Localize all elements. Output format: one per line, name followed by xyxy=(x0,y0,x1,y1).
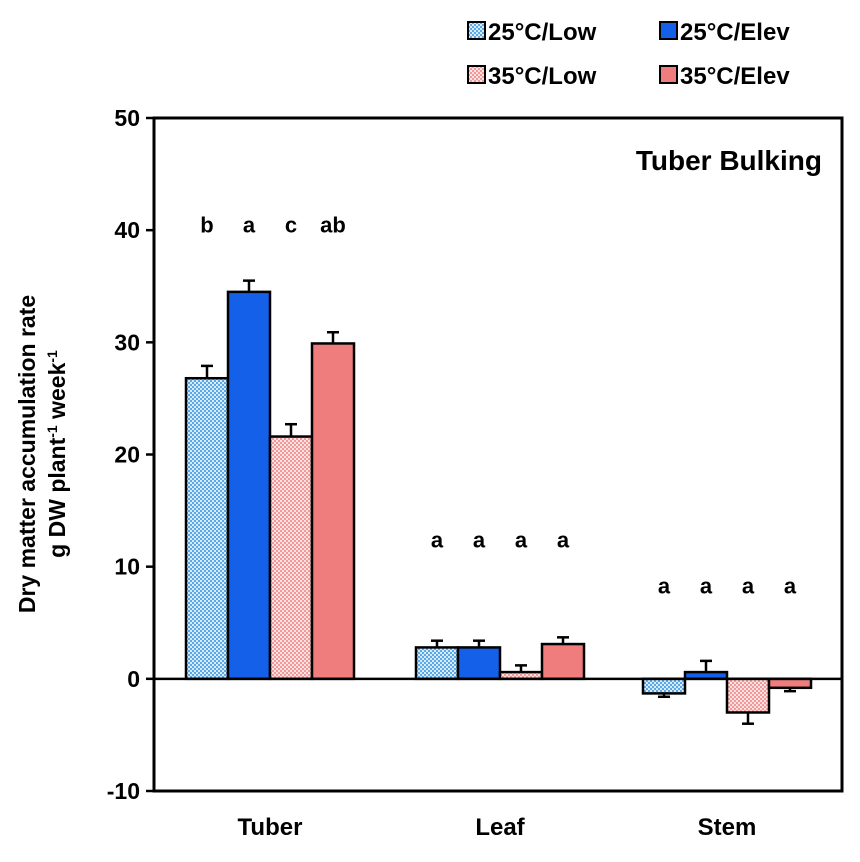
significance-letter-tuber-3: c xyxy=(285,212,297,237)
significance-letter-stem-4: a xyxy=(784,574,797,599)
bar-tuber-2 xyxy=(226,290,272,681)
y-tick-label-10: 10 xyxy=(114,554,140,580)
legend: 25°C/Low 25°C/Elev 35°C/Low 35°C/Elev xyxy=(467,19,790,90)
y-ticks-layer: -10 0 10 20 30 40 50 xyxy=(107,105,154,804)
significance-letter-tuber-2: a xyxy=(243,212,256,237)
y-axis-label: Dry matter accumulation rate g DW plant-… xyxy=(14,295,70,613)
x-tick-label-stem: Stem xyxy=(698,814,757,841)
bar-tuber-1 xyxy=(184,376,230,681)
significance-letters-layer: b a c ab a a a a a a a a xyxy=(200,212,797,598)
y-tick-label-30: 30 xyxy=(114,329,140,355)
y-tick-label-50: 50 xyxy=(114,105,140,131)
bar-leaf-1 xyxy=(414,646,460,681)
bar-leaf-4 xyxy=(540,642,586,681)
significance-letter-leaf-4: a xyxy=(557,528,570,553)
bar-stem-4 xyxy=(767,677,813,690)
significance-letter-tuber-4: ab xyxy=(320,212,346,237)
x-tick-label-leaf: Leaf xyxy=(475,814,525,841)
legend-swatch-3 xyxy=(467,65,486,84)
legend-item-3: 35°C/Low xyxy=(467,63,597,90)
chart-title: Tuber Bulking xyxy=(636,145,822,176)
bar-tuber-3 xyxy=(268,435,314,681)
significance-letter-stem-1: a xyxy=(658,574,671,599)
legend-swatch-1 xyxy=(467,21,486,40)
y-axis-label-line2: g DW plant-1 week-1 xyxy=(44,350,70,558)
y-tick-label-40: 40 xyxy=(114,217,140,243)
legend-item-2: 25°C/Elev xyxy=(659,19,790,46)
x-labels-layer: Tuber Leaf Stem xyxy=(238,814,757,841)
legend-label-1: 25°C/Low xyxy=(488,19,597,46)
legend-swatch-4 xyxy=(659,65,678,84)
bar-stem-3 xyxy=(725,677,771,714)
y-axis-label-exponent-1: -1 xyxy=(44,425,60,438)
legend-item-1: 25°C/Low xyxy=(467,19,597,46)
y-tick-label-20: 20 xyxy=(114,442,140,468)
y-tick-label--10: -10 xyxy=(107,778,140,804)
significance-letter-stem-2: a xyxy=(700,574,713,599)
y-tick-label-0: 0 xyxy=(127,666,140,692)
bar-tuber-4 xyxy=(310,342,356,681)
legend-label-3: 35°C/Low xyxy=(488,63,597,90)
legend-label-2: 25°C/Elev xyxy=(680,19,790,46)
y-axis-label-exponent-2: -1 xyxy=(44,350,60,363)
significance-letter-leaf-1: a xyxy=(431,528,444,553)
bar-stem-1 xyxy=(641,677,687,695)
x-tick-label-tuber: Tuber xyxy=(238,814,303,841)
bar-leaf-2 xyxy=(456,646,502,681)
significance-letter-tuber-1: b xyxy=(200,212,213,237)
significance-letter-leaf-2: a xyxy=(473,528,486,553)
legend-label-4: 35°C/Elev xyxy=(680,63,790,90)
significance-letter-leaf-3: a xyxy=(515,528,528,553)
legend-swatch-2 xyxy=(659,21,678,40)
y-axis-label-unit-part2: week xyxy=(44,362,70,425)
y-axis-label-unit-part1: g DW plant xyxy=(44,437,70,557)
legend-item-4: 35°C/Elev xyxy=(659,63,790,90)
significance-letter-stem-3: a xyxy=(742,574,755,599)
bars-layer xyxy=(184,279,813,725)
y-axis-label-line1: Dry matter accumulation rate xyxy=(14,295,40,613)
